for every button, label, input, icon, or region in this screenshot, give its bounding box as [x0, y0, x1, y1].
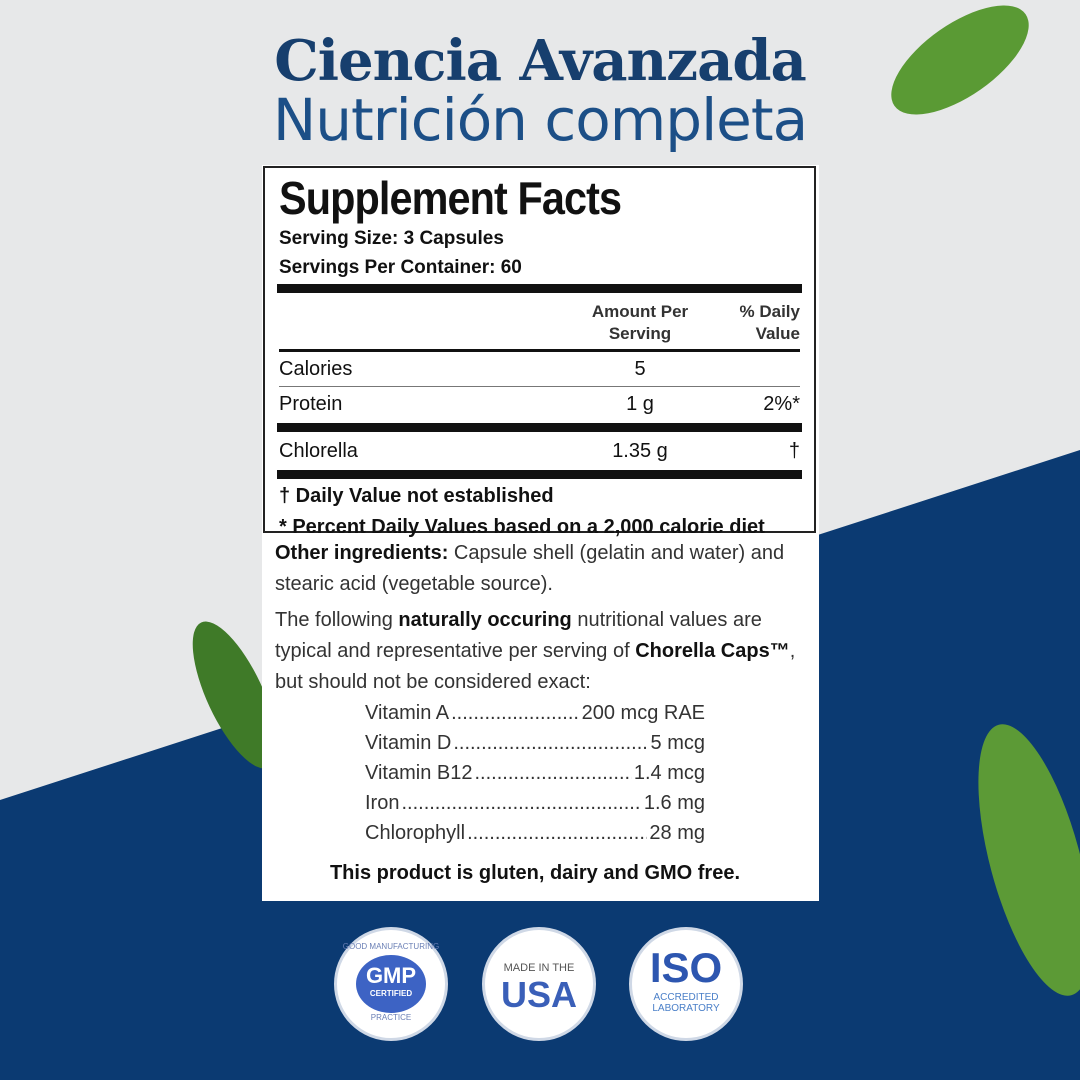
other-ingredients: Other ingredients: Capsule shell (gelati… — [275, 538, 815, 889]
footnote: * Percent Daily Values based on a 2,000 … — [279, 516, 765, 538]
leaf-icon — [192, 621, 278, 769]
headline: Ciencia Avanzada — [274, 28, 807, 94]
nutrient-list: Vitamin A...............................… — [365, 698, 705, 848]
col-amount: Amount Per Serving — [591, 302, 689, 343]
iso-badge: ISO ACCREDITED LABORATORY — [629, 927, 743, 1041]
list-item: Chlorophyll.............................… — [365, 822, 705, 844]
leaf-icon — [891, 5, 1029, 115]
list-item: Vitamin B12.............................… — [365, 762, 705, 784]
free-from-note: This product is gluten, dairy and GMO fr… — [329, 862, 741, 884]
serving-size: Serving Size: 3 Capsules — [279, 228, 504, 249]
list-item: Vitamin D...............................… — [365, 732, 705, 754]
divider — [277, 423, 802, 432]
table-row: Protein 1 g 2%* — [279, 393, 800, 415]
footnote: † Daily Value not established — [279, 485, 554, 507]
subheadline: Nutrición completa — [272, 86, 808, 154]
table-row: Calories 5 — [279, 352, 800, 387]
col-dv: % Daily Value — [739, 302, 800, 343]
gmp-badge: GOOD MANUFACTURING GMP CERTIFIED PRACTICE — [334, 927, 448, 1041]
list-item: Iron....................................… — [365, 792, 705, 814]
table-row: Chlorella 1.35 g † — [279, 440, 800, 462]
leaf-icon — [978, 724, 1080, 996]
facts-title: Supplement Facts — [279, 172, 622, 224]
supplement-facts: Supplement Facts Serving Size: 3 Capsule… — [263, 166, 816, 538]
list-item: Vitamin A...............................… — [365, 702, 705, 724]
servings-per-container: Servings Per Container: 60 — [279, 257, 522, 278]
made-in-usa-badge: MADE IN THE USA — [482, 927, 596, 1041]
divider — [277, 470, 802, 479]
divider — [277, 284, 802, 293]
